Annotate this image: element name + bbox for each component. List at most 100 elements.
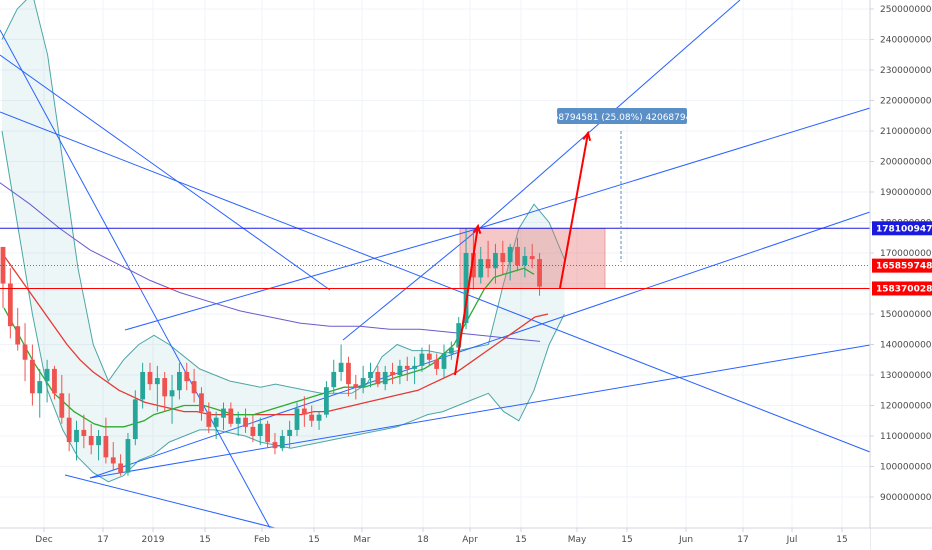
price-axis-panel[interactable] bbox=[870, 0, 932, 550]
price-badge bbox=[872, 281, 932, 296]
candle-up bbox=[448, 347, 454, 354]
candle-up bbox=[382, 371, 388, 385]
moving-average-green bbox=[3, 267, 535, 428]
candle-up bbox=[213, 417, 219, 427]
price-badge-label: 158370028767 bbox=[876, 284, 932, 294]
candle-down bbox=[265, 423, 270, 443]
candle-up bbox=[125, 439, 131, 473]
time-tick-label: 17 bbox=[97, 535, 108, 545]
candle-down bbox=[206, 411, 212, 427]
price-tick-label: 220000000000 bbox=[880, 97, 932, 107]
price-tick-label: 210000000000 bbox=[880, 127, 932, 137]
candle-down bbox=[485, 259, 491, 269]
candle-down bbox=[191, 381, 197, 394]
candle-down bbox=[0, 246, 6, 284]
candle-up bbox=[44, 368, 50, 382]
candle-up bbox=[456, 323, 462, 348]
price-tick-label: 110000000000 bbox=[880, 432, 932, 442]
price-tick-label: 240000000000 bbox=[880, 36, 932, 46]
candle-up bbox=[412, 365, 417, 369]
candle-down bbox=[30, 359, 35, 394]
candle-up bbox=[96, 436, 101, 446]
trendline bbox=[124, 227, 481, 331]
time-tick-label: 15 bbox=[621, 535, 632, 545]
arrow-shaft bbox=[559, 132, 589, 289]
price-badge bbox=[872, 221, 932, 236]
candle-up bbox=[331, 371, 337, 388]
candle-down bbox=[353, 384, 359, 388]
price-badges: 178100947733 165859748559 158370028767 bbox=[872, 221, 932, 296]
price-measure-tool[interactable]: 42068794581 (25.08%) 42068794581 bbox=[535, 108, 709, 262]
time-tick-label: 17 bbox=[737, 535, 748, 545]
candle-down bbox=[88, 436, 94, 446]
time-tick-label: 15 bbox=[199, 535, 210, 545]
candle-down bbox=[228, 408, 234, 424]
trendline bbox=[0, 29, 271, 529]
candle-down bbox=[81, 429, 87, 436]
price-tick-label: 100000000000 bbox=[880, 463, 932, 473]
candlestick-series bbox=[0, 228, 542, 476]
candle-up bbox=[177, 371, 182, 391]
horizontal-levels[interactable] bbox=[0, 227, 870, 289]
trendline bbox=[479, 107, 871, 229]
candle-down bbox=[103, 436, 109, 458]
time-tick-label: 15 bbox=[308, 535, 319, 545]
candle-up bbox=[522, 256, 528, 266]
candle-up bbox=[338, 362, 344, 372]
price-tick-label: 140000000000 bbox=[880, 341, 932, 351]
candle-up bbox=[360, 378, 366, 388]
candle-down bbox=[500, 253, 506, 263]
candle-down bbox=[162, 378, 168, 397]
candle-down bbox=[184, 371, 190, 382]
trendline bbox=[89, 211, 871, 479]
candle-down bbox=[309, 414, 315, 421]
candle-down bbox=[301, 408, 307, 415]
time-axis-ticks: Dec 17 2019 15 Feb 15 Mar 18 Apr 15 May 15 Jun 17 Jul 1… bbox=[0, 527, 932, 550]
candle-down bbox=[272, 442, 278, 449]
candle-down bbox=[434, 359, 440, 369]
candle-down bbox=[199, 393, 204, 412]
candle-up bbox=[221, 408, 226, 418]
candle-up bbox=[140, 371, 146, 400]
time-axis-panel bbox=[0, 528, 870, 550]
price-tick-label: 170000000000 bbox=[880, 249, 932, 259]
time-tick-label: May bbox=[568, 535, 587, 545]
time-tick-label: 18 bbox=[417, 535, 429, 545]
candle-down bbox=[66, 417, 72, 443]
price-tick-label: 190000000000 bbox=[880, 188, 932, 198]
arrow-shaft bbox=[454, 225, 479, 376]
candle-down bbox=[7, 283, 13, 327]
trendline bbox=[0, 111, 871, 453]
candle-down bbox=[404, 365, 410, 369]
candle-up bbox=[294, 408, 300, 430]
candle-up bbox=[169, 390, 175, 397]
candle-up bbox=[287, 429, 293, 436]
candle-down bbox=[15, 326, 21, 345]
candle-down bbox=[59, 393, 65, 418]
price-tick-label: 200000000000 bbox=[880, 158, 932, 168]
candle-up bbox=[257, 423, 263, 436]
candle-down bbox=[250, 426, 256, 436]
candle-up bbox=[132, 399, 138, 440]
candle-up bbox=[507, 246, 513, 263]
time-tick-label: 15 bbox=[836, 535, 847, 545]
time-tick-label: Apr bbox=[462, 535, 478, 545]
price-badge-label: 178100947733 bbox=[876, 224, 932, 234]
projection-arrows[interactable] bbox=[454, 130, 592, 376]
moving-average-red bbox=[1, 252, 549, 416]
trendline bbox=[89, 344, 871, 479]
candle-up bbox=[397, 365, 403, 375]
candle-down bbox=[147, 371, 153, 385]
price-tick-label: 130000000000 bbox=[880, 371, 932, 381]
candle-down bbox=[471, 253, 476, 278]
candle-down bbox=[529, 256, 535, 260]
candle-down bbox=[52, 368, 57, 394]
time-tick-label: Feb bbox=[254, 535, 270, 545]
candle-down bbox=[346, 362, 351, 385]
arrow-head bbox=[472, 223, 482, 234]
time-tick-label: Dec bbox=[35, 535, 52, 545]
candle-down bbox=[426, 353, 432, 360]
time-tick-label: Jul bbox=[786, 535, 798, 545]
candle-down bbox=[390, 371, 395, 375]
